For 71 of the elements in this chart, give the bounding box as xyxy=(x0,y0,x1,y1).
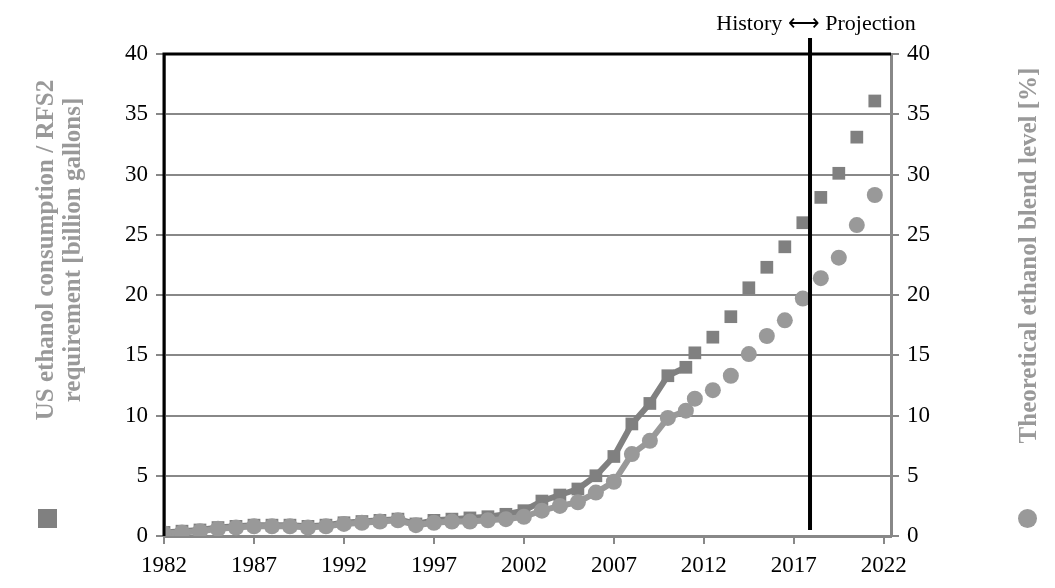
y-tick-label: 5 xyxy=(136,461,148,487)
y-tick-label: 40 xyxy=(125,40,148,66)
y2-tick-label: 35 xyxy=(907,100,930,126)
point xyxy=(679,360,693,374)
x-tick-label: 1997 xyxy=(410,551,457,577)
point xyxy=(758,327,775,344)
point xyxy=(850,130,864,144)
point xyxy=(832,166,846,180)
point xyxy=(425,514,442,531)
x-tick-label: 1992 xyxy=(320,551,367,577)
y2-tick-label: 40 xyxy=(907,40,930,66)
point xyxy=(722,367,739,384)
point xyxy=(643,397,657,410)
point xyxy=(812,270,829,287)
y-tick-label: 35 xyxy=(125,100,148,126)
y-tick-label: 0 xyxy=(136,522,148,548)
x-tick-label: 2022 xyxy=(860,551,907,577)
point xyxy=(661,369,675,383)
point xyxy=(677,402,694,419)
point xyxy=(830,249,847,266)
point xyxy=(515,508,532,525)
x-tick-label: 1982 xyxy=(141,551,187,577)
x-tick-label: 2012 xyxy=(680,551,727,577)
point xyxy=(704,382,721,399)
y-tick-label: 20 xyxy=(125,281,148,307)
x-tick-label: 2007 xyxy=(590,551,637,577)
x-tick-label: 2002 xyxy=(500,551,547,577)
point xyxy=(569,494,586,511)
point xyxy=(778,240,792,254)
point xyxy=(706,330,720,344)
y-tick-label: 15 xyxy=(125,341,148,367)
point xyxy=(589,469,603,483)
point xyxy=(461,513,478,530)
y-tick-label: 30 xyxy=(125,160,148,186)
ref-line-label: History ⟷ Projection xyxy=(716,9,916,35)
point xyxy=(479,512,496,529)
point xyxy=(760,260,774,274)
y-tick-label: 25 xyxy=(125,220,148,246)
point xyxy=(623,446,640,463)
point xyxy=(641,432,658,449)
point xyxy=(688,346,702,360)
point xyxy=(587,484,604,501)
y2-tick-label: 20 xyxy=(907,281,930,307)
point xyxy=(776,312,793,329)
point xyxy=(497,511,514,528)
point xyxy=(551,497,568,514)
y2-tick-label: 5 xyxy=(907,461,919,487)
x-tick-label: 2017 xyxy=(770,551,817,577)
point xyxy=(740,346,757,363)
point xyxy=(724,310,738,324)
point xyxy=(605,473,622,490)
point xyxy=(814,191,828,204)
point xyxy=(443,513,460,530)
point xyxy=(533,502,550,519)
point xyxy=(742,281,756,295)
y2-tick-label: 0 xyxy=(907,522,919,548)
point xyxy=(607,450,621,463)
y2-tick-label: 15 xyxy=(907,341,930,367)
point xyxy=(796,216,810,230)
y2-axis-title: Theoretical ethanol blend level [%] xyxy=(1013,66,1041,445)
y2-tick-label: 30 xyxy=(907,160,930,186)
y2-tick-label: 25 xyxy=(907,220,930,246)
x-tick-label: 1987 xyxy=(230,551,277,577)
y-tick-label: 10 xyxy=(125,401,148,427)
point xyxy=(659,409,676,426)
point xyxy=(866,186,883,203)
point xyxy=(848,217,865,234)
y2-tick-label: 10 xyxy=(907,401,930,427)
point xyxy=(868,94,882,108)
point xyxy=(686,390,703,407)
y-axis-title: US ethanol consumption / RFS2 requirement [billion gallons] xyxy=(31,78,85,423)
